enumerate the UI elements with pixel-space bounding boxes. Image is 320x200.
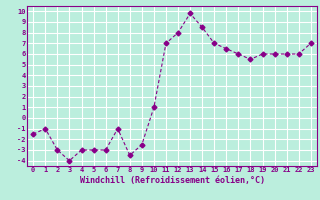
X-axis label: Windchill (Refroidissement éolien,°C): Windchill (Refroidissement éolien,°C)	[79, 176, 265, 185]
